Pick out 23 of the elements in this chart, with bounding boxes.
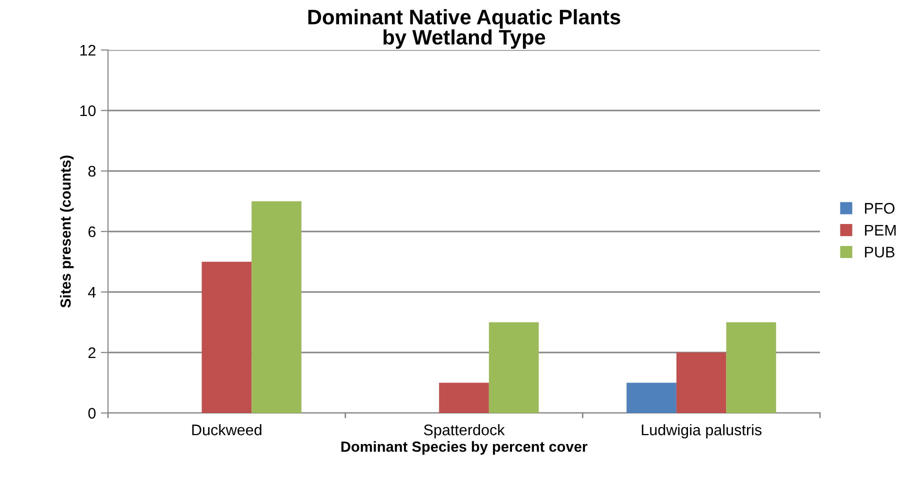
y-tick-label: 6 — [88, 226, 96, 238]
x-tick-label: Spatterdock — [424, 424, 505, 438]
x-tick-label: Ludwigia palustris — [642, 424, 762, 438]
y-tick-label: 0 — [88, 408, 96, 419]
legend-label: PEM — [865, 224, 896, 236]
y-tick-label: 8 — [88, 166, 96, 177]
legend-label: PUB — [865, 246, 894, 258]
bar — [252, 201, 302, 413]
bar — [439, 382, 489, 413]
bar — [676, 352, 726, 413]
y-tick-label: 2 — [88, 347, 96, 358]
bar — [202, 262, 252, 413]
chart-title: Dominant Native Aquatic Plants by Wetland Type — [308, 9, 620, 49]
y-tick-label: 10 — [80, 105, 96, 116]
y-axis-title: Sites present (counts) — [60, 156, 74, 308]
y-tick-label: 4 — [88, 287, 96, 298]
bar — [488, 322, 539, 413]
bar — [726, 322, 776, 413]
legend-label: PFO — [865, 202, 894, 214]
x-axis-title: Dominant Species by percent cover — [341, 441, 588, 455]
x-tick-label: Duckweed — [192, 424, 262, 436]
y-tick-label: 12 — [80, 44, 96, 56]
bar — [626, 382, 676, 413]
